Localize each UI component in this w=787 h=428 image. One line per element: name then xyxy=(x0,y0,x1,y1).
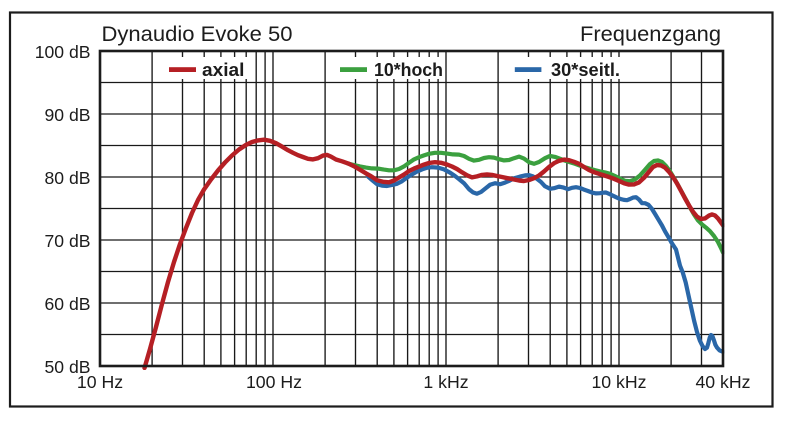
svg-text:Dynaudio Evoke 50: Dynaudio Evoke 50 xyxy=(102,21,293,46)
svg-text:10*hoch: 10*hoch xyxy=(374,60,443,80)
svg-text:Frequenzgang: Frequenzgang xyxy=(580,21,721,46)
svg-text:10 kHz: 10 kHz xyxy=(591,372,646,392)
svg-text:1 kHz: 1 kHz xyxy=(423,372,468,392)
svg-text:40 kHz: 40 kHz xyxy=(695,372,750,392)
svg-text:axial: axial xyxy=(202,60,245,80)
svg-text:30*seitl.: 30*seitl. xyxy=(551,60,620,80)
svg-text:100 dB: 100 dB xyxy=(35,42,91,62)
svg-text:80 dB: 80 dB xyxy=(45,168,91,188)
svg-text:50 dB: 50 dB xyxy=(45,357,91,377)
svg-text:10 Hz: 10 Hz xyxy=(77,372,123,392)
svg-text:90 dB: 90 dB xyxy=(45,105,91,125)
svg-text:70 dB: 70 dB xyxy=(45,231,91,251)
svg-text:100 Hz: 100 Hz xyxy=(246,372,302,392)
svg-text:60 dB: 60 dB xyxy=(45,294,91,314)
